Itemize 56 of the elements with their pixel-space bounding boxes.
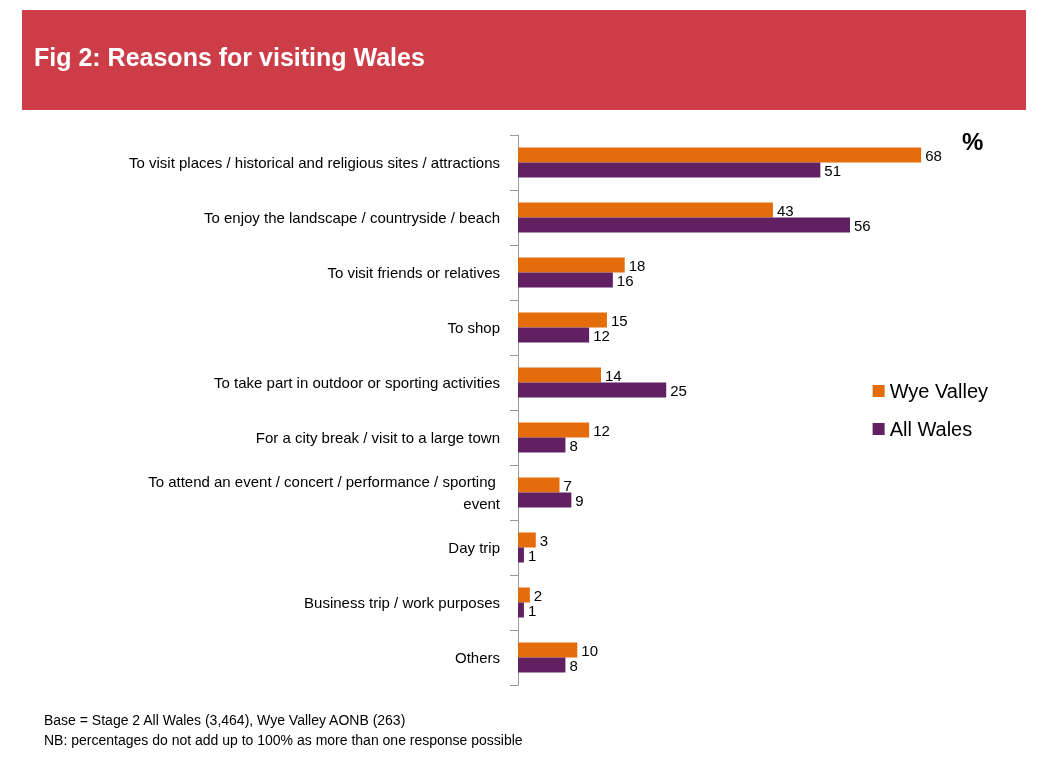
data-label: 12 [593,326,610,344]
data-label: 43 [776,201,794,219]
data-label: 16 [616,271,634,289]
y-tick-label: To attend an event / concert / performance / sporting event [148,473,501,512]
y-tick-label: For a city break / visit to a large town [255,429,500,446]
data-label: 15 [610,311,628,329]
bar [518,217,850,233]
bar [518,477,560,493]
bar [518,272,613,288]
bar [518,422,590,438]
y-tick-label: Business trip / work purposes [304,594,500,611]
data-label: 1 [527,546,537,564]
data-label: 8 [569,436,578,454]
y-tick-label: Day trip [448,539,500,556]
y-tick-label: To take part in outdoor or sporting activities [214,374,500,391]
data-label: 12 [593,421,610,439]
data-label: 25 [670,381,687,399]
data-label: 10 [581,641,598,659]
data-label: 9 [575,491,584,509]
y-tick-label: To enjoy the landscape / countryside / beach [203,209,500,226]
text: % [962,128,984,156]
legend-label: Wye Valley [889,380,989,402]
text: NB: percentages do not add up to 100% as more than one response possible [44,731,523,750]
bar [518,532,536,548]
text: Base = Stage 2 All Wales (3,464), Wye Valley AONB (263) [44,711,407,730]
bar [518,382,667,398]
bar [518,657,566,673]
bar [518,147,922,163]
bar [518,547,524,563]
text: Fig 2: Reasons for visiting Wales [22,10,1026,110]
bar [518,642,578,658]
data-label: 18 [628,256,646,274]
bar [518,602,524,618]
data-label: 8 [569,656,578,674]
bar [518,437,566,453]
data-label: 68 [925,146,942,164]
y-tick-label: To shop [447,319,500,336]
data-label: 2 [533,586,543,604]
data-label: 1 [527,601,537,619]
data-label: 56 [854,216,871,234]
bar [518,492,572,508]
bar [518,162,821,178]
y-tick-label: Others [454,649,500,666]
bar [518,202,773,218]
bar [518,587,530,603]
bar [518,312,607,328]
bar [518,327,590,343]
bar [518,367,601,383]
bar [518,257,625,273]
legend-label: All Wales [889,418,973,440]
data-label: 3 [539,531,549,549]
data-label: 14 [605,366,622,384]
y-tick-label: To visit friends or relatives [327,264,500,281]
data-label: 51 [824,161,842,179]
y-tick-label: To visit places / historical and religious sites / attractions [129,154,500,171]
data-label: 7 [563,476,572,494]
